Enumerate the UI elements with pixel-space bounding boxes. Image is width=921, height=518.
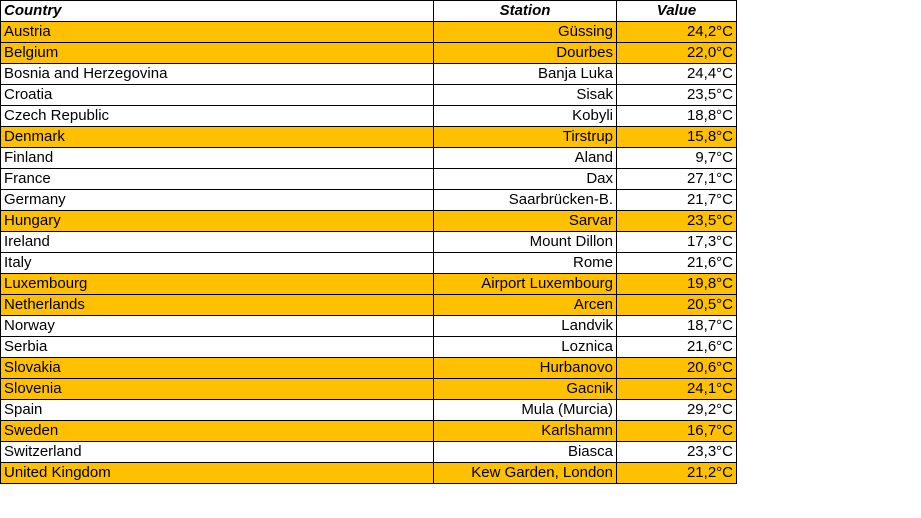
station-cell[interactable]: Kew Garden, London [433, 462, 617, 484]
station-cell[interactable]: Sisak [433, 84, 617, 106]
value-cell[interactable]: 24,1°C [616, 378, 737, 400]
station-cell[interactable]: Dax [433, 168, 617, 190]
table-row: Serbia Loznica 21,6°C [0, 336, 737, 358]
country-cell[interactable]: Switzerland [0, 441, 434, 463]
value-cell[interactable]: 23,3°C [616, 441, 737, 463]
country-cell[interactable]: Bosnia and Herzegovina [0, 63, 434, 85]
station-cell[interactable]: Tirstrup [433, 126, 617, 148]
table-row: Netherlands Arcen 20,5°C [0, 294, 737, 316]
station-cell[interactable]: Arcen [433, 294, 617, 316]
table-row: Croatia Sisak 23,5°C [0, 84, 737, 106]
table-row: Switzerland Biasca 23,3°C [0, 441, 737, 463]
table-row: Luxembourg Airport Luxembourg 19,8°C [0, 273, 737, 295]
table-row: Germany Saarbrücken-B. 21,7°C [0, 189, 737, 211]
table-row: Norway Landvik 18,7°C [0, 315, 737, 337]
value-cell[interactable]: 22,0°C [616, 42, 737, 64]
value-cell[interactable]: 29,2°C [616, 399, 737, 421]
value-cell[interactable]: 18,8°C [616, 105, 737, 127]
value-cell[interactable]: 18,7°C [616, 315, 737, 337]
table-row: Italy Rome 21,6°C [0, 252, 737, 274]
value-cell[interactable]: 21,2°C [616, 462, 737, 484]
table-row: France Dax 27,1°C [0, 168, 737, 190]
value-cell[interactable]: 17,3°C [616, 231, 737, 253]
station-cell[interactable]: Gacnik [433, 378, 617, 400]
header-row: Country Station Value [0, 0, 737, 22]
country-cell[interactable]: Denmark [0, 126, 434, 148]
table-row: Sweden Karlshamn 16,7°C [0, 420, 737, 442]
station-cell[interactable]: Dourbes [433, 42, 617, 64]
table-row: Hungary Sarvar 23,5°C [0, 210, 737, 232]
station-cell[interactable]: Saarbrücken-B. [433, 189, 617, 211]
value-cell[interactable]: 21,6°C [616, 336, 737, 358]
station-cell[interactable]: Hurbanovo [433, 357, 617, 379]
country-cell[interactable]: Netherlands [0, 294, 434, 316]
table-row: Slovenia Gacnik 24,1°C [0, 378, 737, 400]
country-cell[interactable]: Italy [0, 252, 434, 274]
country-cell[interactable]: Sweden [0, 420, 434, 442]
country-cell[interactable]: Hungary [0, 210, 434, 232]
station-cell[interactable]: Karlshamn [433, 420, 617, 442]
table-body: Austria Güssing 24,2°C Belgium Dourbes 22,0°C… [0, 21, 737, 484]
country-cell[interactable]: Belgium [0, 42, 434, 64]
station-cell[interactable]: Rome [433, 252, 617, 274]
value-cell[interactable]: 21,7°C [616, 189, 737, 211]
country-cell[interactable]: Czech Republic [0, 105, 434, 127]
value-cell[interactable]: 24,2°C [616, 21, 737, 43]
table-row: Austria Güssing 24,2°C [0, 21, 737, 43]
table-row: Czech Republic Kobyli 18,8°C [0, 105, 737, 127]
station-cell[interactable]: Loznica [433, 336, 617, 358]
country-cell[interactable]: France [0, 168, 434, 190]
header-station[interactable]: Station [433, 0, 617, 22]
country-cell[interactable]: Finland [0, 147, 434, 169]
station-cell[interactable]: Aland [433, 147, 617, 169]
table-row: Slovakia Hurbanovo 20,6°C [0, 357, 737, 379]
country-cell[interactable]: United Kingdom [0, 462, 434, 484]
value-cell[interactable]: 16,7°C [616, 420, 737, 442]
station-cell[interactable]: Biasca [433, 441, 617, 463]
table-row: Bosnia and Herzegovina Banja Luka 24,4°C [0, 63, 737, 85]
value-cell[interactable]: 20,6°C [616, 357, 737, 379]
table-row: Spain Mula (Murcia) 29,2°C [0, 399, 737, 421]
value-cell[interactable]: 23,5°C [616, 84, 737, 106]
station-cell[interactable]: Airport Luxembourg [433, 273, 617, 295]
country-cell[interactable]: Germany [0, 189, 434, 211]
table-row: Ireland Mount Dillon 17,3°C [0, 231, 737, 253]
station-cell[interactable]: Mula (Murcia) [433, 399, 617, 421]
country-cell[interactable]: Ireland [0, 231, 434, 253]
value-cell[interactable]: 20,5°C [616, 294, 737, 316]
country-cell[interactable]: Slovakia [0, 357, 434, 379]
station-cell[interactable]: Landvik [433, 315, 617, 337]
station-cell[interactable]: Banja Luka [433, 63, 617, 85]
station-cell[interactable]: Sarvar [433, 210, 617, 232]
table-row: Denmark Tirstrup 15,8°C [0, 126, 737, 148]
table-row: United Kingdom Kew Garden, London 21,2°C [0, 462, 737, 484]
station-cell[interactable]: Mount Dillon [433, 231, 617, 253]
station-temperature-table: Country Station Value Austria Güssing 24,2… [0, 0, 737, 484]
country-cell[interactable]: Norway [0, 315, 434, 337]
value-cell[interactable]: 9,7°C [616, 147, 737, 169]
station-cell[interactable]: Güssing [433, 21, 617, 43]
header-country[interactable]: Country [0, 0, 434, 22]
station-cell[interactable]: Kobyli [433, 105, 617, 127]
country-cell[interactable]: Croatia [0, 84, 434, 106]
country-cell[interactable]: Luxembourg [0, 273, 434, 295]
value-cell[interactable]: 23,5°C [616, 210, 737, 232]
country-cell[interactable]: Austria [0, 21, 434, 43]
value-cell[interactable]: 19,8°C [616, 273, 737, 295]
value-cell[interactable]: 21,6°C [616, 252, 737, 274]
country-cell[interactable]: Spain [0, 399, 434, 421]
table-row: Belgium Dourbes 22,0°C [0, 42, 737, 64]
country-cell[interactable]: Serbia [0, 336, 434, 358]
country-cell[interactable]: Slovenia [0, 378, 434, 400]
header-value[interactable]: Value [616, 0, 737, 22]
value-cell[interactable]: 15,8°C [616, 126, 737, 148]
table-row: Finland Aland 9,7°C [0, 147, 737, 169]
value-cell[interactable]: 24,4°C [616, 63, 737, 85]
value-cell[interactable]: 27,1°C [616, 168, 737, 190]
